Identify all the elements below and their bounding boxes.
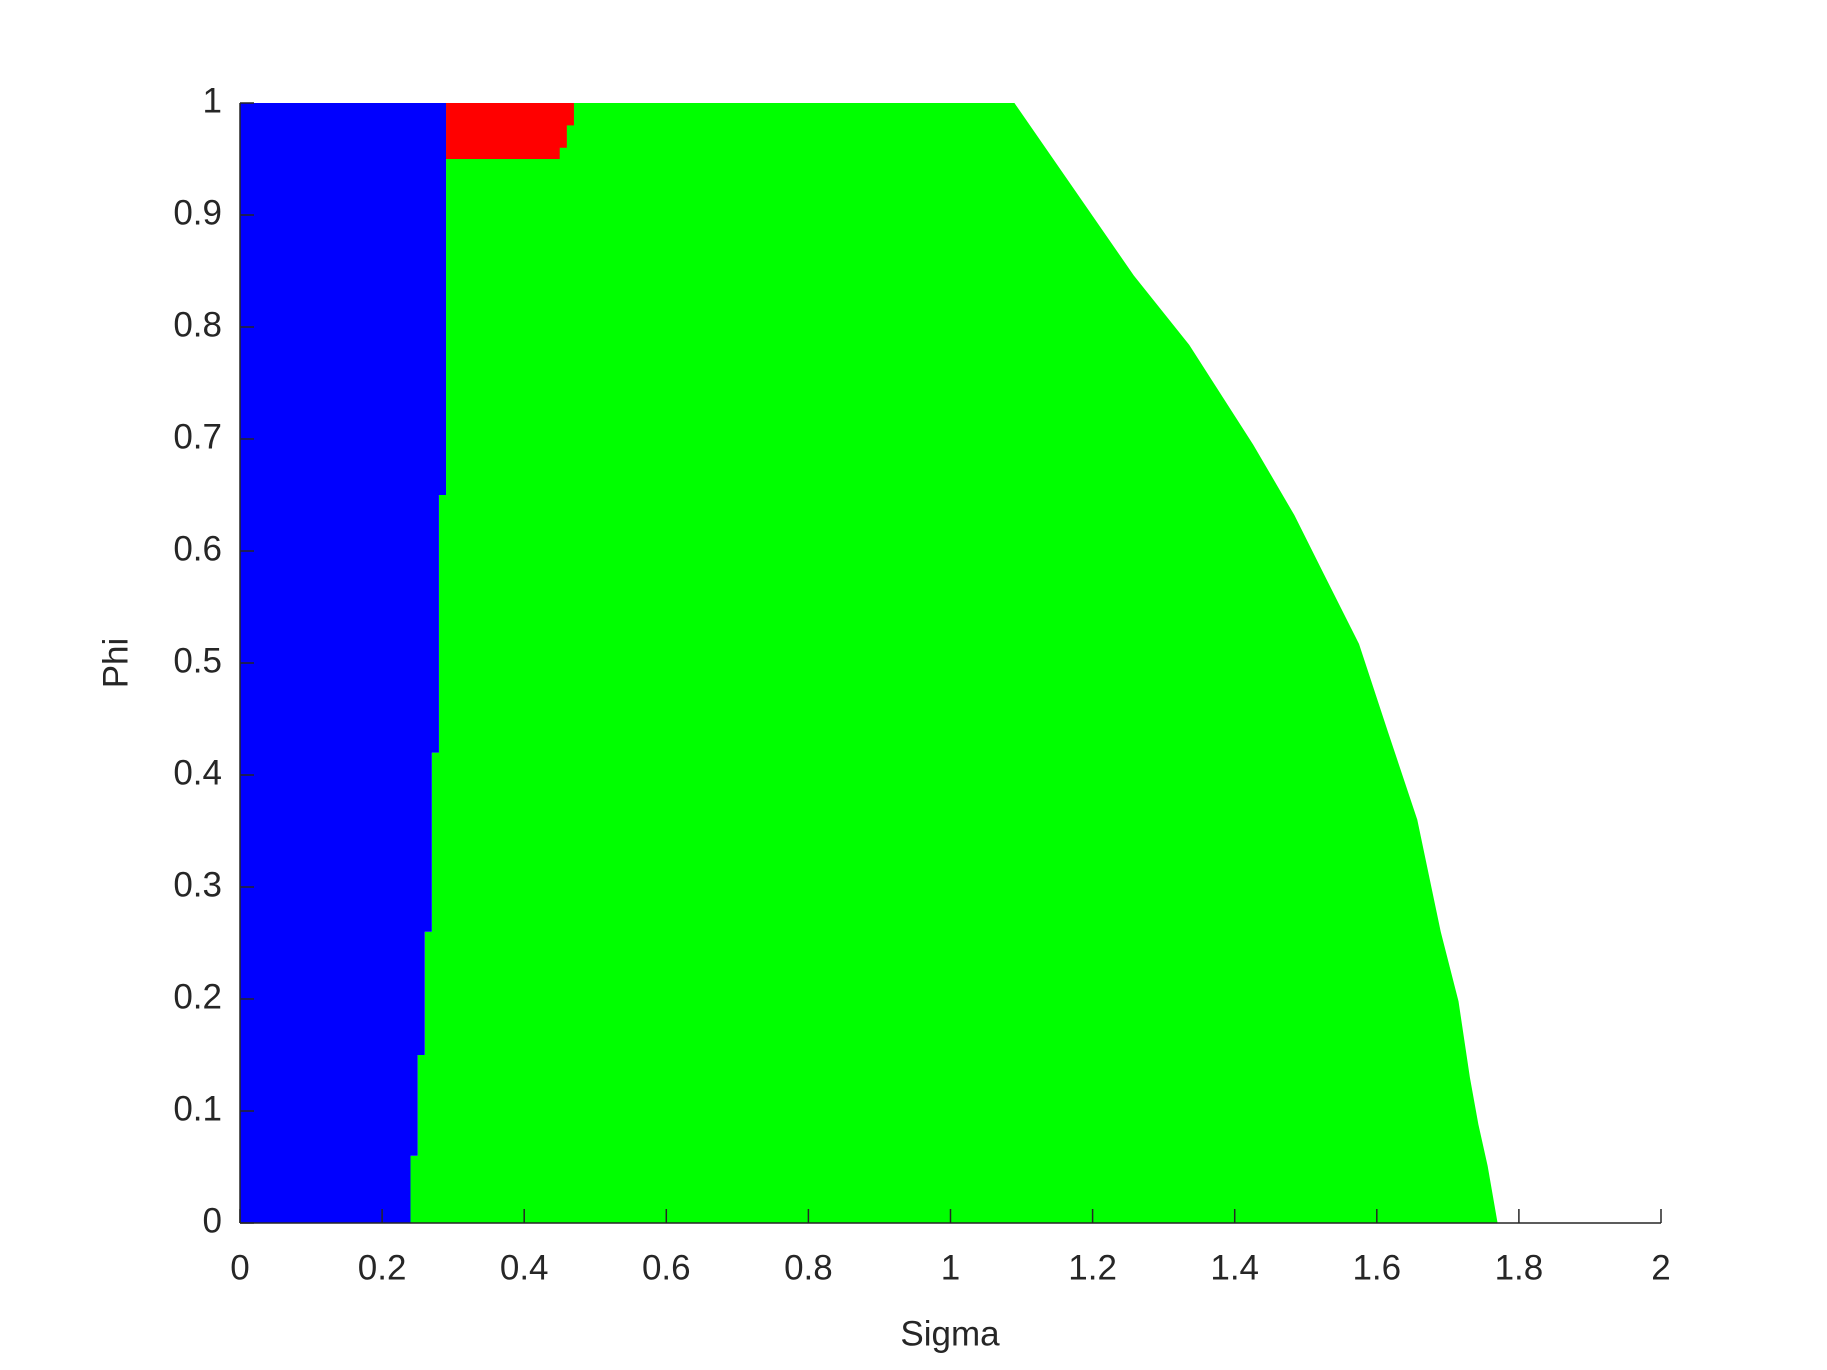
x-tick-label: 0	[230, 1248, 249, 1287]
y-tick-label: 0.3	[173, 865, 222, 904]
x-axis-label: Sigma	[900, 1314, 1000, 1353]
x-tick-label: 1.6	[1352, 1248, 1401, 1287]
y-axis-label: Phi	[96, 638, 135, 689]
x-tick-label: 2	[1651, 1248, 1670, 1287]
y-tick-label: 0.2	[173, 977, 222, 1016]
region	[240, 103, 447, 1223]
x-tick-label: 1.8	[1495, 1248, 1544, 1287]
x-tick-label: 0.2	[358, 1248, 407, 1287]
x-tick-label: 1.2	[1068, 1248, 1117, 1287]
y-tick-label: 0.6	[173, 529, 222, 568]
y-tick-label: 0.4	[173, 753, 222, 792]
y-tick-label: 0.7	[173, 417, 222, 456]
region	[410, 103, 1498, 1223]
region	[446, 103, 574, 159]
y-tick-label: 0.5	[173, 641, 222, 680]
x-tick-label: 1	[941, 1248, 960, 1287]
y-tick-label: 1	[203, 81, 222, 120]
y-tick-label: 0	[203, 1201, 222, 1240]
x-tick-label: 0.6	[642, 1248, 691, 1287]
x-tick-label: 0.4	[500, 1248, 549, 1287]
x-tick-label: 0.8	[784, 1248, 833, 1287]
x-tick-label: 1.4	[1210, 1248, 1259, 1287]
y-tick-label: 0.1	[173, 1089, 222, 1128]
y-tick-label: 0.9	[173, 193, 222, 232]
y-tick-label: 0.8	[173, 305, 222, 344]
